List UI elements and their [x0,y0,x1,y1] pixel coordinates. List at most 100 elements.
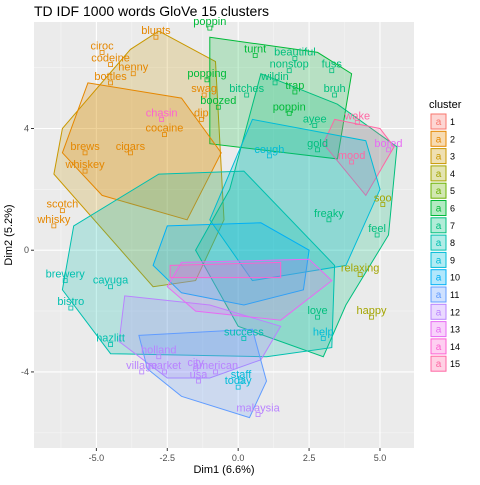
point-label: gold [307,138,328,150]
hull-cluster-14 [169,261,282,279]
point-label: today [225,375,252,387]
legend-key [430,130,447,147]
point-label: cigars [116,141,146,153]
legend-label: 4 [450,169,455,179]
point-label: beautiful [274,47,316,59]
x-axis-label: Dim1 (6.6%) [193,464,254,476]
data-point [329,68,335,74]
y-tick-label: 0 [24,245,29,255]
data-point [193,366,199,372]
x-tick-label: 5.0 [374,453,387,463]
point-label: bistro [57,296,84,308]
data-point [292,56,298,61]
point-label: village [126,360,157,372]
data-point [82,168,88,174]
legend-label: 6 [450,204,455,214]
point-label: city [187,357,204,369]
data-point [386,147,391,153]
data-point [244,92,250,98]
legend-key-glyph: a [436,273,442,284]
data-point [108,80,113,86]
data-point [320,336,326,341]
cluster-hulls [53,30,398,419]
y-tick-label: -4 [21,367,29,377]
x-tick-label: -5.0 [89,453,105,463]
data-point [204,77,210,83]
data-point [238,378,244,384]
point-label: relaxing [341,263,380,275]
point-label: help [313,326,334,338]
legend-label: 9 [450,255,455,265]
point-label: mood [338,150,366,162]
legend-key [430,217,447,234]
point-label: bitches [229,83,264,95]
point-label: swag [191,83,217,95]
data-point [159,116,165,122]
point-label: feel [368,223,386,235]
legend-key-glyph: a [436,152,442,163]
data-point [108,284,113,290]
hull-cluster-11 [138,328,268,419]
data-point [315,147,320,153]
point-label: chasin [146,107,178,119]
point-label: success [224,326,264,338]
data-point [266,153,272,159]
legend-label: 5 [450,186,455,196]
point-label: cough [254,144,284,156]
legend-key-glyph: a [436,117,442,128]
point-label: poppin [273,101,306,113]
point-label: cocaine [145,123,183,135]
point-label: nonstop [270,59,309,71]
data-points [51,25,391,417]
legend-key-glyph: a [436,134,442,145]
point-label: usa [190,369,209,381]
legend-key [430,269,447,286]
legend-key-glyph: a [436,204,442,215]
point-label: trap [285,80,304,92]
legend-key-glyph: a [436,290,442,301]
legend-key [430,321,447,338]
data-point [62,278,68,284]
legend-label: 10 [450,273,460,283]
data-point [252,53,258,58]
point-label: boozed [200,95,236,107]
data-point [156,354,162,360]
data-point [162,369,167,375]
legend-label: 12 [450,307,460,317]
data-point [272,80,278,86]
legend-key-glyph: a [436,169,442,180]
data-point [82,150,88,156]
point-label: cayuga [93,275,129,287]
data-point [162,132,167,137]
legend-label: 2 [450,134,455,144]
data-point [215,104,221,110]
data-point [108,62,113,67]
legend-key [430,200,447,216]
point-label: happy [356,305,386,317]
legend-key [430,355,447,372]
data-point [128,150,133,156]
hull-cluster-8 [61,170,336,358]
x-tick-label: 2.5 [303,453,316,463]
chart-title: TD IDF 1000 words GloVe 15 clusters [34,3,269,19]
legend-key [430,113,447,130]
point-label: hazlitt [96,333,125,345]
legend-key-glyph: a [436,221,442,232]
point-label: dip [194,107,209,119]
hull-cluster-2 [61,82,222,221]
data-point [332,92,337,98]
point-label: blunts [141,25,171,37]
legend-key-glyph: a [436,325,442,336]
hull-cluster-9 [209,118,381,282]
axes: -5.0 -2.5 0.0 2.5 5.0 -4 0 4 [21,124,386,464]
point-label: whisky [36,214,71,226]
data-point [374,232,380,238]
point-label: henny [118,62,148,74]
point-label: soo [374,193,392,205]
point-label: holland [141,345,176,357]
point-label: wake [343,110,370,122]
hull-cluster-3 [53,30,225,288]
legend-label: 15 [450,359,460,369]
